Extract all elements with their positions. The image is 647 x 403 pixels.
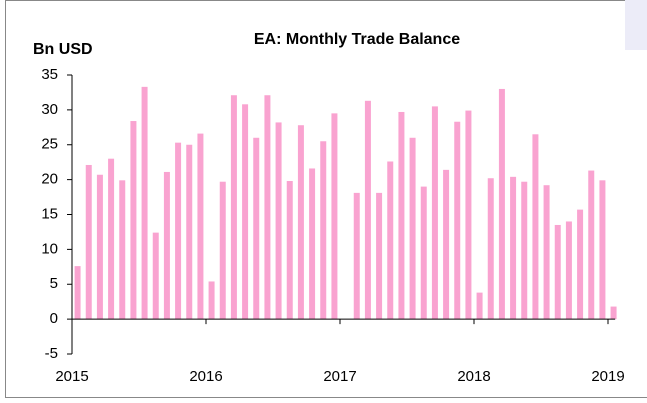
bar xyxy=(297,125,304,320)
y-tick-label: 20 xyxy=(41,171,58,188)
y-tick-label: -5 xyxy=(45,345,58,362)
bar xyxy=(409,137,416,320)
bar xyxy=(431,106,438,320)
bar xyxy=(476,292,483,320)
bar xyxy=(108,158,115,320)
bar xyxy=(565,221,572,320)
bar xyxy=(163,171,170,320)
bar xyxy=(599,180,606,320)
y-tick-label: 30 xyxy=(41,101,58,118)
bar xyxy=(141,86,148,320)
bar xyxy=(543,185,550,320)
bar xyxy=(487,178,494,320)
y-axis-label: Bn USD xyxy=(33,41,93,58)
bar xyxy=(286,181,293,320)
bar xyxy=(242,104,249,320)
bar xyxy=(498,88,505,320)
window-strip xyxy=(625,0,647,50)
x-tick-label: 2015 xyxy=(55,368,88,385)
bar xyxy=(610,306,617,320)
chart-frame xyxy=(5,0,647,398)
y-tick-label: 10 xyxy=(41,240,58,257)
bar xyxy=(208,281,215,320)
y-tick-label: 5 xyxy=(50,275,58,292)
bar xyxy=(521,181,528,320)
y-tick-label: 25 xyxy=(41,136,58,153)
bar xyxy=(197,133,204,320)
bar xyxy=(554,224,561,320)
bar xyxy=(510,176,517,320)
bar xyxy=(420,186,427,320)
bar xyxy=(219,181,226,320)
bar xyxy=(331,113,338,320)
bar xyxy=(264,95,271,320)
bar xyxy=(96,174,103,320)
chart-title: EA: Monthly Trade Balance xyxy=(254,31,460,48)
bar xyxy=(364,100,371,320)
bar xyxy=(175,142,182,320)
bar xyxy=(275,122,282,320)
y-tick-label: 0 xyxy=(50,310,58,327)
bar xyxy=(588,170,595,320)
x-tick-label: 2018 xyxy=(457,368,490,385)
bar xyxy=(309,168,316,320)
bar xyxy=(320,141,327,320)
bar xyxy=(398,111,405,320)
bar xyxy=(152,232,159,320)
y-tick-label: 35 xyxy=(41,66,58,83)
bar xyxy=(85,164,92,320)
bar xyxy=(230,95,237,320)
bar xyxy=(253,137,260,320)
bar xyxy=(387,161,394,320)
y-tick-label: 15 xyxy=(41,205,58,222)
x-tick-label: 2017 xyxy=(323,368,356,385)
bar xyxy=(454,121,461,320)
bar xyxy=(577,209,584,320)
bar xyxy=(186,144,193,320)
bar xyxy=(353,192,360,320)
x-tick-label: 2019 xyxy=(591,368,624,385)
bar xyxy=(443,169,450,320)
bar xyxy=(465,110,472,320)
bar xyxy=(119,180,126,320)
bar xyxy=(376,192,383,320)
x-tick-label: 2016 xyxy=(189,368,222,385)
bar xyxy=(532,134,539,320)
bar xyxy=(130,121,137,320)
bar xyxy=(74,266,81,320)
